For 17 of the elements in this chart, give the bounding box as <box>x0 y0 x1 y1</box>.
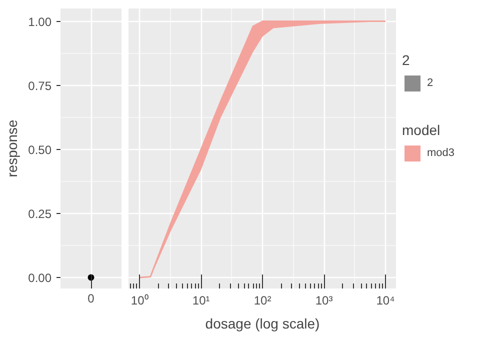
x-axis-title: dosage (log scale) <box>205 316 320 332</box>
x-tick-label: 10³ <box>315 294 333 308</box>
legend-title: 2 <box>402 52 411 68</box>
y-tick-label: 0.00 <box>28 270 52 285</box>
y-axis-title: response <box>4 119 20 178</box>
y-tick-label: 0.50 <box>28 142 52 157</box>
y-tick-label: 0.75 <box>28 78 52 93</box>
legend-title: model <box>402 122 442 138</box>
x-tick-label: 10⁴ <box>376 294 395 308</box>
y-tick-label: 1.00 <box>28 14 52 29</box>
y-tick-label: 0.25 <box>28 206 52 221</box>
x-tick-label: 10² <box>254 294 272 308</box>
legend-label: mod3 <box>427 147 455 159</box>
x-tick-label: 10⁰ <box>130 294 148 308</box>
x-tick-label: 10¹ <box>192 294 210 308</box>
legend-label: 2 <box>427 77 434 89</box>
x-tick-label: 0 <box>88 292 95 306</box>
